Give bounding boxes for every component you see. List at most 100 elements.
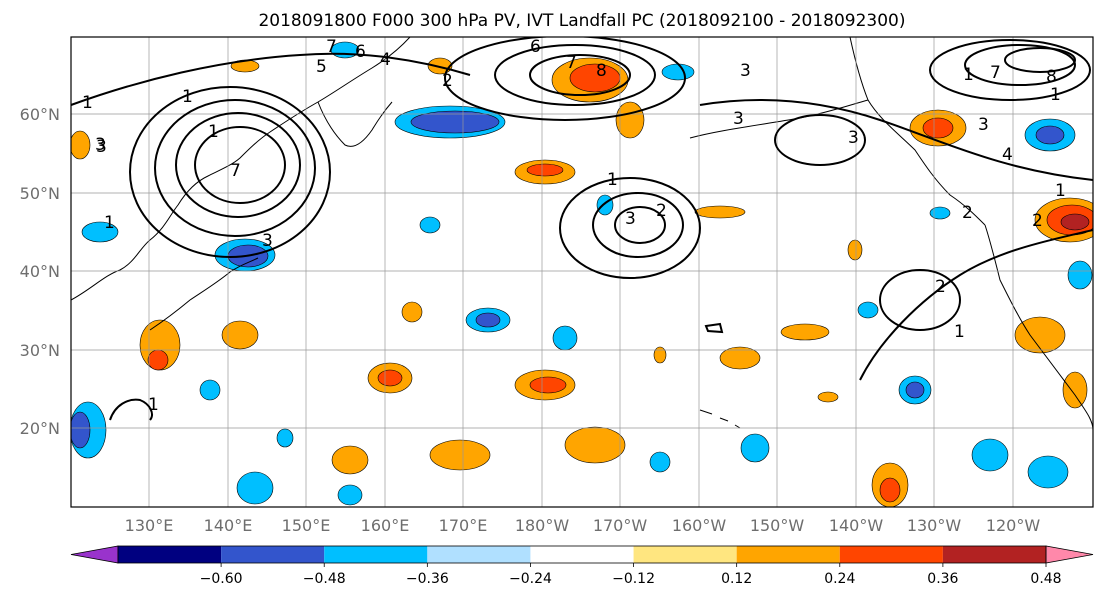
pv-positive-area xyxy=(1060,213,1090,231)
lon-label: 160°E xyxy=(361,516,410,535)
lon-label: 170°W xyxy=(593,516,648,535)
colorbar-segment xyxy=(530,546,634,563)
pv-negative-area xyxy=(475,312,501,328)
figure-title: 2018091800 F000 300 hPa PV, IVT Landfall… xyxy=(258,11,905,31)
pv-positive-area xyxy=(71,130,91,160)
colorbar-tick-label: 0.24 xyxy=(824,571,855,587)
lon-label: 140°W xyxy=(829,516,884,535)
pv-positive-area xyxy=(694,205,746,219)
contour-label: 1 xyxy=(963,65,974,85)
pv-positive-area xyxy=(817,391,839,403)
contour-line xyxy=(559,177,701,279)
contour-label: 1 xyxy=(182,87,193,107)
contour-line xyxy=(494,44,656,106)
contour-label: 1 xyxy=(954,322,965,342)
contour-line xyxy=(71,52,471,106)
contour-label: 6 xyxy=(355,42,366,62)
pv-negative-area xyxy=(419,216,441,234)
lon-label: 150°E xyxy=(282,516,331,535)
contour-line xyxy=(614,206,666,244)
map-frame xyxy=(70,36,1094,508)
pv-positive-area xyxy=(401,301,423,323)
contour-label: 2 xyxy=(656,201,667,221)
ivt-contours xyxy=(71,37,1093,421)
contour-label: 4 xyxy=(1002,145,1013,165)
pv-positive-area xyxy=(429,439,491,471)
pv-negative-area xyxy=(905,381,925,399)
contour-line xyxy=(699,99,1093,181)
lon-label: 120°W xyxy=(986,516,1041,535)
pv-negative-area xyxy=(71,411,91,449)
lon-label: 170°E xyxy=(439,516,488,535)
north-america-west-coast xyxy=(984,224,1093,431)
pv-negative-area xyxy=(1067,260,1093,290)
pv-positive-area xyxy=(1014,316,1066,354)
asia-coastline xyxy=(71,37,411,301)
contour-label: 2 xyxy=(1032,211,1043,231)
colorbar-segment xyxy=(221,546,325,563)
contour-line xyxy=(704,322,724,334)
contour-label: 3 xyxy=(625,209,636,229)
longitude-labels: 130°E 140°E 150°E 160°E 170°E 180°W 170°… xyxy=(125,516,1041,535)
pv-negative-area xyxy=(199,379,221,401)
pv-positive-area xyxy=(331,445,369,475)
contour-label: 7 xyxy=(566,53,577,73)
pv-negative-area xyxy=(929,206,951,220)
contour-line xyxy=(879,269,961,331)
lat-label: 60°N xyxy=(20,105,60,124)
pv-positive-area xyxy=(529,376,567,394)
pv-negative-area xyxy=(857,301,879,319)
colorbar-segment xyxy=(942,546,1046,563)
colorbar-segment xyxy=(839,546,943,563)
pv-negative-area xyxy=(236,471,274,505)
pv-positive-area xyxy=(147,349,169,371)
pv-negative-area xyxy=(661,63,695,81)
lon-label: 160°W xyxy=(672,516,727,535)
contour-label: 6 xyxy=(530,37,541,57)
lat-label: 30°N xyxy=(20,341,60,360)
pv-negative-area xyxy=(337,484,363,506)
lon-label: 150°W xyxy=(750,516,805,535)
colorbar-tick-label: 0.12 xyxy=(721,571,752,587)
contour-label: 1 xyxy=(104,213,115,233)
kamchatka-coastline xyxy=(317,101,393,147)
contour-label: 3 xyxy=(96,137,107,157)
colorbar-segment xyxy=(118,546,222,563)
pv-positive-area xyxy=(780,323,830,341)
colorbar-tick-label: 0.36 xyxy=(927,571,958,587)
map-panel: 1 1 3 1 5 7 6 4 2 6 7 8 3 3 1 3 1 7 3 3 … xyxy=(70,36,1094,508)
contour-label: 1 xyxy=(607,170,618,190)
contour-label: 8 xyxy=(596,61,607,81)
pv-negative-area xyxy=(276,428,294,448)
colorbar-segment xyxy=(736,546,840,563)
pv-positive-area xyxy=(879,477,901,503)
contour-label: 3 xyxy=(978,115,989,135)
pv-positive-area xyxy=(1062,371,1088,409)
pv-positive-area xyxy=(221,320,259,350)
pv-positive-area xyxy=(564,426,626,464)
contour-label: 3 xyxy=(733,109,744,129)
contour-line xyxy=(109,398,153,421)
colorbar-segment xyxy=(427,546,531,563)
pv-positive-area xyxy=(922,117,954,139)
contour-label: 7 xyxy=(990,63,1001,83)
hawaii-islands xyxy=(699,409,741,429)
contour-line xyxy=(929,39,1091,101)
pv-positive-area xyxy=(719,346,761,370)
lat-label: 50°N xyxy=(20,184,60,203)
colorbar-tick-label: −0.36 xyxy=(406,571,449,587)
colorbar-segment xyxy=(324,546,428,563)
graticule xyxy=(71,37,1093,507)
pv-negative-area xyxy=(81,221,119,243)
contour-label: 4 xyxy=(380,50,391,70)
contour-line xyxy=(175,112,301,218)
pv-positive-area xyxy=(377,369,403,387)
colorbar: −0.60 −0.48 −0.36 −0.24 −0.12 0.12 0.24 0.36 0.4… xyxy=(70,545,1094,587)
contour-labels: 1 1 3 1 5 7 6 4 2 6 7 8 3 3 1 3 1 7 3 3 … xyxy=(82,37,1066,415)
colorbar-tick-label: −0.60 xyxy=(200,571,243,587)
contour-line xyxy=(529,54,631,96)
pv-shading xyxy=(71,41,1093,507)
pv-negative-area xyxy=(596,194,614,216)
pv-positive-area xyxy=(526,163,564,177)
